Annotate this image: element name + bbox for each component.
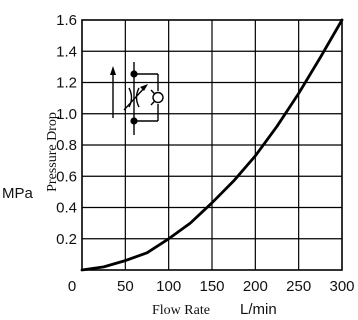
y-axis-unit: MPa [2, 185, 34, 202]
flow-pressure-curve [80, 18, 344, 272]
y-tick-label: 1.0 [56, 106, 77, 123]
x-axis-unit: L/min [240, 301, 277, 318]
x-axis-title: Flow Rate [152, 303, 210, 318]
x-tick-label: 150 [199, 278, 224, 295]
y-tick-label: 0.6 [56, 168, 77, 185]
x-tick-label: 250 [286, 278, 311, 295]
x-tick-label: 50 [117, 278, 134, 295]
x-tick-label: 200 [243, 278, 268, 295]
y-tick-label: 1.4 [56, 43, 77, 60]
y-tick-label: 0.4 [56, 200, 77, 217]
x-tick-label: 300 [329, 278, 354, 295]
y-tick-label: 0.2 [56, 231, 77, 248]
y-tick-labels: 0.2 0.4 0.6 0.8 1.0 1.2 1.4 1.6 [56, 12, 77, 248]
grid-lines [82, 20, 342, 270]
x-tick-label: 0 [68, 278, 76, 295]
y-axis-title: Pressure Drop [45, 112, 60, 192]
x-tick-labels: 0 50 100 150 200 250 300 [68, 278, 355, 295]
plot-frame [81, 19, 343, 271]
y-tick-label: 0.8 [56, 137, 77, 154]
y-tick-label: 1.2 [56, 75, 77, 92]
x-tick-label: 100 [156, 278, 181, 295]
flow-control-valve-symbol-icon [110, 62, 164, 135]
y-tick-label: 1.6 [56, 12, 77, 29]
